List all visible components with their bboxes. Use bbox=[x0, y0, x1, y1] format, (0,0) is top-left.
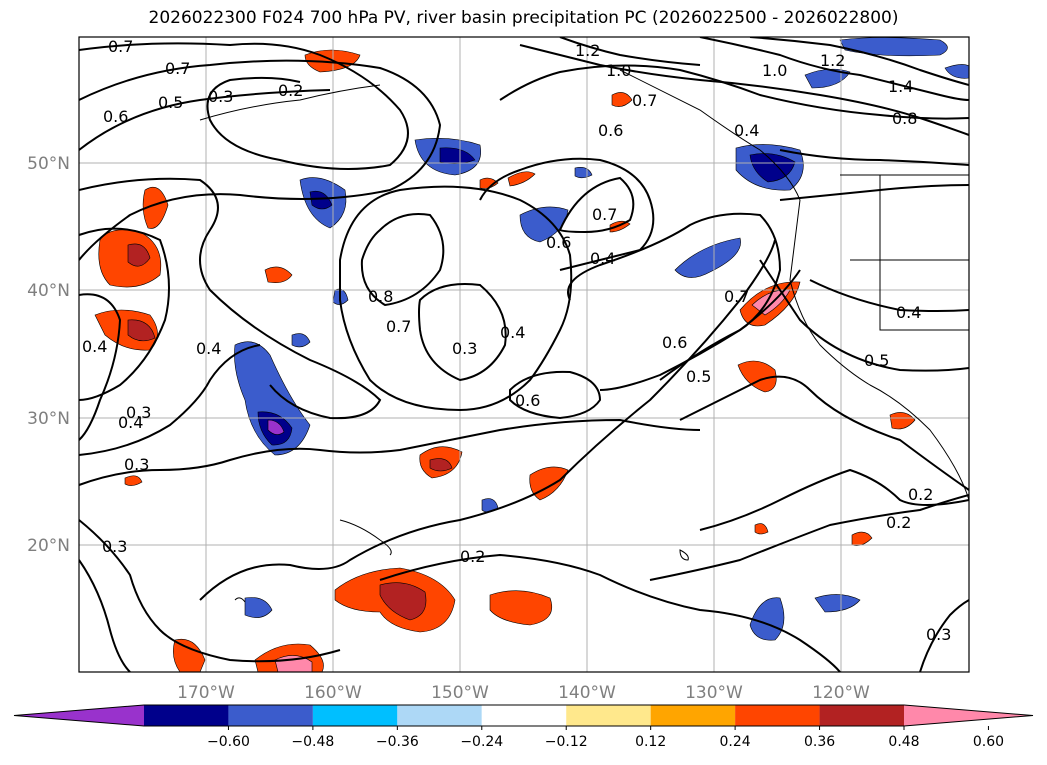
colorbar: −0.60 −0.48 −0.36 −0.24 −0.12 0.12 0.24 0.36 0.4… bbox=[13, 704, 1034, 750]
colorbar-extend-min bbox=[14, 705, 144, 726]
lat-label: 40°N bbox=[27, 281, 70, 301]
colorbar-segment bbox=[819, 705, 904, 726]
contour-label: 0.4 bbox=[734, 121, 759, 140]
colorbar-tick-label: 0.60 bbox=[973, 734, 1004, 750]
contour-label: 0.3 bbox=[926, 625, 951, 644]
colorbar-tick-label: 0.48 bbox=[888, 734, 919, 750]
contour-label: 0.6 bbox=[598, 121, 623, 140]
coastlines bbox=[199, 69, 969, 603]
colorbar-extend-max bbox=[904, 705, 1033, 726]
contour-label: 0.2 bbox=[908, 485, 933, 504]
contour-label: 0.6 bbox=[515, 391, 540, 410]
contour-label: 0.2 bbox=[886, 513, 911, 532]
contour-label: 0.6 bbox=[103, 107, 128, 126]
lat-label: 50°N bbox=[27, 154, 70, 174]
lon-label: 170°W bbox=[177, 683, 235, 703]
contour-label: 0.4 bbox=[196, 339, 221, 358]
contour-label: 0.8 bbox=[892, 109, 917, 128]
lon-label: 160°W bbox=[304, 683, 362, 703]
lon-label: 130°W bbox=[685, 683, 743, 703]
contour-label: 0.4 bbox=[896, 303, 921, 322]
precip-shading bbox=[94, 37, 969, 672]
contour-label: 0.7 bbox=[386, 317, 411, 336]
lat-label: 20°N bbox=[27, 536, 70, 556]
contour-label: 0.4 bbox=[82, 337, 107, 356]
lat-label: 30°N bbox=[27, 409, 70, 429]
colorbar-tick-label: −0.12 bbox=[545, 734, 588, 750]
contour-label: 0.3 bbox=[208, 87, 233, 106]
contour-label: 0.5 bbox=[864, 351, 889, 370]
contour-label: 0.7 bbox=[632, 91, 657, 110]
contour-label: 1.2 bbox=[575, 41, 600, 60]
lat-labels: 50°N 40°N 30°N 20°N bbox=[27, 154, 70, 556]
lon-label: 150°W bbox=[431, 683, 489, 703]
contour-label: 0.4 bbox=[500, 323, 525, 342]
contour-label: 0.7 bbox=[724, 287, 749, 306]
contour-label: 1.4 bbox=[888, 77, 913, 96]
contour-label: 0.6 bbox=[546, 233, 571, 252]
colorbar-segment bbox=[397, 705, 482, 726]
contour-label: 0.7 bbox=[592, 205, 617, 224]
colorbar-segment bbox=[481, 705, 567, 726]
contour-label: 0.2 bbox=[278, 81, 303, 100]
contour-label: 0.7 bbox=[165, 59, 190, 78]
contour-label: 1.0 bbox=[762, 61, 787, 80]
lon-labels: 170°W 160°W 150°W 140°W 130°W 120°W bbox=[177, 683, 870, 703]
colorbar-tick-label: −0.36 bbox=[376, 734, 419, 750]
contour-label: 0.4 bbox=[590, 249, 615, 268]
lon-label: 140°W bbox=[558, 683, 616, 703]
colorbar-tick-label: 0.12 bbox=[635, 734, 666, 750]
colorbar-segment bbox=[566, 705, 651, 726]
contour-labels: 0.7 0.7 0.6 0.5 0.3 0.2 1.2 1.0 1.0 1.2 … bbox=[82, 37, 951, 644]
colorbar-tick-label: 0.24 bbox=[720, 734, 751, 750]
figure-title: 2026022300 F024 700 hPa PV, river basin … bbox=[148, 8, 899, 28]
colorbar-tick-label: −0.60 bbox=[207, 734, 250, 750]
contour-label: 0.3 bbox=[102, 537, 127, 556]
colorbar-segment bbox=[144, 705, 229, 726]
colorbar-tick-label: −0.48 bbox=[291, 734, 334, 750]
contour-label: 0.5 bbox=[686, 367, 711, 386]
colorbar-tick-label: 0.36 bbox=[804, 734, 835, 750]
contour-label: 0.3 bbox=[452, 339, 477, 358]
contour-label: 0.4 bbox=[118, 413, 143, 432]
contour-label: 0.7 bbox=[108, 37, 133, 56]
contour-label: 1.0 bbox=[606, 61, 631, 80]
contour-label: 1.2 bbox=[820, 51, 845, 70]
contour-label: 0.2 bbox=[460, 547, 485, 566]
contour-label: 0.3 bbox=[126, 403, 151, 422]
contour-label: 0.5 bbox=[158, 93, 183, 112]
map-frame bbox=[78, 36, 970, 673]
contour-label: 0.8 bbox=[368, 287, 393, 306]
lon-label: 120°W bbox=[812, 683, 870, 703]
colorbar-segment bbox=[228, 705, 313, 726]
contour-label: 0.3 bbox=[124, 455, 149, 474]
pv-contours bbox=[79, 37, 969, 672]
map-background bbox=[79, 37, 969, 672]
colorbar-segment bbox=[312, 705, 398, 726]
colorbar-tick-label: −0.24 bbox=[460, 734, 503, 750]
contour-label: 0.6 bbox=[662, 333, 687, 352]
colorbar-segment bbox=[735, 705, 820, 726]
colorbar-segment bbox=[650, 705, 736, 726]
colorbar-outline bbox=[13, 704, 1034, 727]
